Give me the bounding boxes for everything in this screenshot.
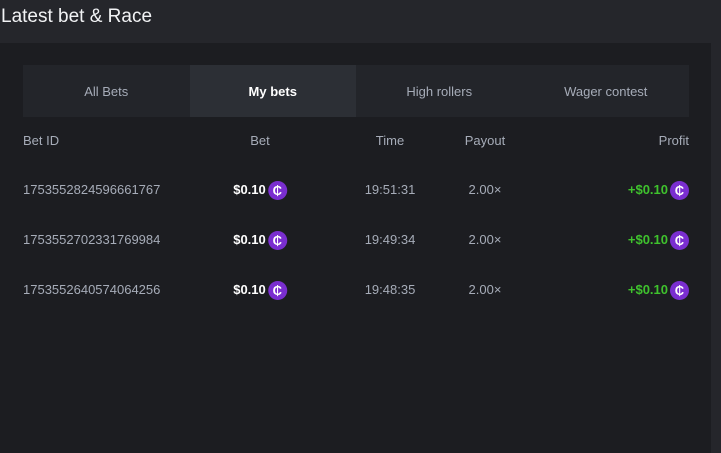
profit-value: +$0.10 xyxy=(627,282,668,297)
table-row[interactable]: 1753552640574064256 $0.10 ₵ 19:48:35 2.00… xyxy=(23,280,689,301)
coin-icon: ₵ xyxy=(670,231,689,251)
bet-profit: +$0.10 ₵ xyxy=(627,230,689,251)
bet-id: 1753552824596661767 xyxy=(23,182,161,197)
table-row[interactable]: 1753552824596661767 $0.10 ₵ 19:51:31 2.00… xyxy=(23,180,689,201)
table-header: Bet ID Bet Time Payout Profit xyxy=(23,131,689,151)
col-bet-id: Bet ID xyxy=(23,133,60,148)
coin-icon: ₵ xyxy=(670,281,689,301)
page-title: Latest bet & Race xyxy=(1,6,153,27)
bet-profit: +$0.10 ₵ xyxy=(627,280,689,301)
col-profit: Profit xyxy=(658,133,689,148)
bet-payout: 2.00× xyxy=(468,182,502,197)
profit-value: +$0.10 xyxy=(627,182,668,197)
bet-value: $0.10 xyxy=(233,232,266,247)
bets-panel: All Bets My bets High rollers Wager cont… xyxy=(0,43,711,453)
col-payout: Payout xyxy=(464,133,506,148)
bet-payout: 2.00× xyxy=(468,232,502,247)
table-row[interactable]: 1753552702331769984 $0.10 ₵ 19:49:34 2.00… xyxy=(23,230,689,251)
coin-icon: ₵ xyxy=(267,231,287,251)
profit-value: +$0.10 xyxy=(627,232,668,247)
coin-icon: ₵ xyxy=(670,181,689,201)
bet-time: 19:49:34 xyxy=(364,232,416,247)
bets-tabs: All Bets My bets High rollers Wager cont… xyxy=(23,65,689,117)
tab-my-bets[interactable]: My bets xyxy=(189,65,356,117)
bet-profit: +$0.10 ₵ xyxy=(627,180,689,201)
col-time: Time xyxy=(375,133,405,148)
tab-high-rollers[interactable]: High rollers xyxy=(406,83,473,99)
bet-amount: $0.10 ₵ xyxy=(233,280,287,301)
coin-icon: ₵ xyxy=(267,281,287,301)
tab-wager-contest[interactable]: Wager contest xyxy=(564,83,648,99)
bet-time: 19:48:35 xyxy=(364,282,416,297)
bet-value: $0.10 xyxy=(233,282,266,297)
coin-icon: ₵ xyxy=(267,181,287,201)
bet-payout: 2.00× xyxy=(468,282,502,297)
bet-time: 19:51:31 xyxy=(364,182,416,197)
tab-all-bets[interactable]: All Bets xyxy=(84,83,129,99)
bet-amount: $0.10 ₵ xyxy=(233,180,287,201)
bet-id: 1753552702331769984 xyxy=(23,232,161,247)
col-bet: Bet xyxy=(250,133,270,148)
bet-amount: $0.10 ₵ xyxy=(233,230,287,251)
bet-id: 1753552640574064256 xyxy=(23,282,161,297)
bet-value: $0.10 xyxy=(233,182,266,197)
